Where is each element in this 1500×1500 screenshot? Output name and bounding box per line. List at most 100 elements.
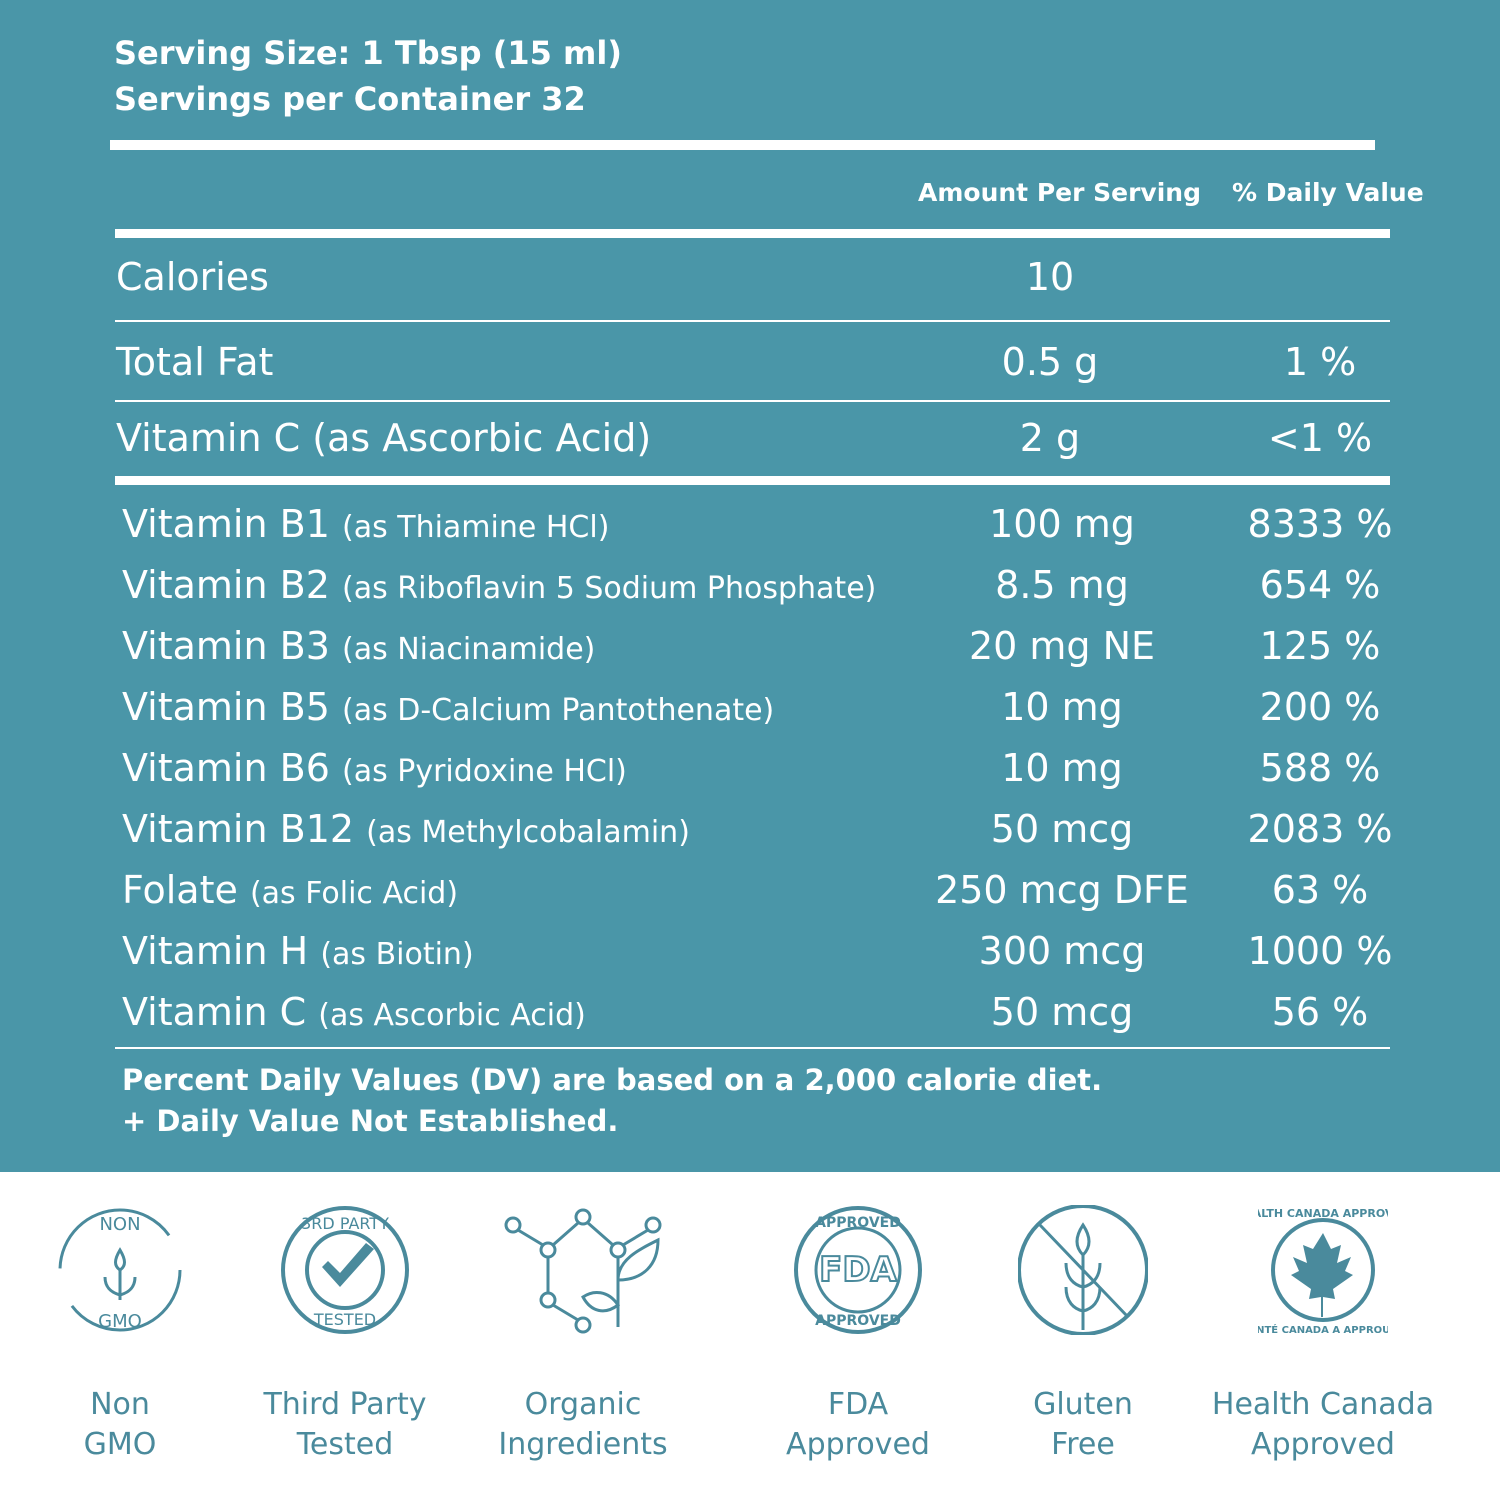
vitamin-source: (as Riboflavin 5 Sodium Phosphate) xyxy=(341,571,877,606)
serving-size: Serving Size: 1 Tbsp (15 ml) xyxy=(114,34,622,72)
svg-text:APPROVED: APPROVED xyxy=(815,1215,901,1231)
vitamin-row: Vitamin C (as Ascorbic Acid) 50 mcg 56 % xyxy=(0,990,1500,1050)
vitamin-dv: 200 % xyxy=(1259,685,1381,729)
vitamin-row: Vitamin B12 (as Methylcobalamin) 50 mcg … xyxy=(0,807,1500,867)
health-canada-icon: HEALTH CANADA APPROVED SANTÉ CANADA A APP… xyxy=(1258,1207,1388,1335)
vitamin-row: Vitamin B1 (as Thiamine HCl) 100 mg 8333… xyxy=(0,502,1500,562)
vitamin-amount: 50 mcg xyxy=(990,807,1134,851)
divider xyxy=(110,140,1375,150)
nutrition-panel xyxy=(0,0,1500,1172)
vitamin-row: Vitamin B6 (as Pyridoxine HCl) 10 mg 588… xyxy=(0,746,1500,806)
vitamin-dv: 63 % xyxy=(1271,868,1369,912)
vitamin-source: (as D-Calcium Pantothenate) xyxy=(341,693,775,728)
nutrient-row: Vitamin C (as Ascorbic Acid) 2 g <1 % xyxy=(0,416,1500,476)
badge-caption-line2: Approved xyxy=(1251,1427,1395,1462)
nutrient-row: Total Fat 0.5 g 1 % xyxy=(0,340,1500,400)
divider xyxy=(115,400,1390,402)
vitamin-amount: 300 mcg xyxy=(978,929,1146,973)
vitamin-name: Folate xyxy=(122,868,238,912)
vitamin-source: (as Methylcobalamin) xyxy=(366,815,690,850)
badge-caption-line2: Ingredients xyxy=(498,1427,668,1462)
svg-text:TESTED: TESTED xyxy=(313,1310,376,1329)
vitamin-amount: 8.5 mg xyxy=(995,563,1129,607)
nutrient-amount: 10 xyxy=(1025,255,1075,299)
vitamin-row: Folate (as Folic Acid) 250 mcg DFE 63 % xyxy=(0,868,1500,928)
badge-caption-line1: FDA xyxy=(827,1387,889,1422)
vitamin-dv: 2083 % xyxy=(1247,807,1393,851)
vitamin-source: (as Biotin) xyxy=(320,937,474,972)
vitamin-row: Vitamin H (as Biotin) 300 mcg 1000 % xyxy=(0,929,1500,989)
amount-header: Amount Per Serving xyxy=(918,178,1201,207)
fda-approved-icon: FDA APPROVED APPROVED xyxy=(794,1206,922,1334)
nutrient-name: Calories xyxy=(116,255,269,299)
svg-text:GMO: GMO xyxy=(98,1311,142,1332)
svg-text:3RD PARTY: 3RD PARTY xyxy=(301,1214,389,1233)
vitamin-row: Vitamin B5 (as D-Calcium Pantothenate) 1… xyxy=(0,685,1500,745)
dv-header: % Daily Value xyxy=(1232,178,1424,207)
nutrient-row: Calories 10 xyxy=(0,255,1500,315)
vitamin-source: (as Niacinamide) xyxy=(341,632,596,667)
svg-text:HEALTH CANADA APPROVED: HEALTH CANADA APPROVED xyxy=(1258,1207,1388,1220)
vitamin-source: (as Folic Acid) xyxy=(249,876,459,911)
vitamin-amount: 50 mcg xyxy=(990,990,1134,1034)
badge-caption-line1: Third Party xyxy=(263,1387,427,1422)
vitamin-dv: 588 % xyxy=(1259,746,1381,790)
vitamin-amount: 250 mcg DFE xyxy=(935,868,1189,912)
vitamin-dv: 125 % xyxy=(1259,624,1381,668)
servings-per-container: Servings per Container 32 xyxy=(114,80,586,118)
badge-caption-line1: Gluten xyxy=(1033,1387,1133,1422)
badge-caption-line2: Tested xyxy=(296,1427,394,1462)
nutrient-dv: <1 % xyxy=(1267,416,1373,460)
badge-caption-line2: Free xyxy=(1051,1427,1115,1462)
vitamin-source: (as Pyridoxine HCl) xyxy=(341,754,627,789)
vitamin-name: Vitamin B6 xyxy=(122,746,330,790)
vitamin-name: Vitamin C xyxy=(122,990,307,1034)
nutrient-amount: 2 g xyxy=(1019,416,1081,460)
nutrient-amount: 0.5 g xyxy=(1001,340,1099,384)
vitamin-name: Vitamin B12 xyxy=(122,807,355,851)
vitamin-amount: 100 mg xyxy=(989,502,1135,546)
nutrient-dv: 1 % xyxy=(1283,340,1357,384)
svg-text:SANTÉ CANADA A APPROUVÉ: SANTÉ CANADA A APPROUVÉ xyxy=(1258,1323,1388,1335)
divider xyxy=(115,229,1390,238)
nutrient-name: Vitamin C (as Ascorbic Acid) xyxy=(116,416,652,460)
badge-fda-approved: FDA APPROVED APPROVED FDA Approved xyxy=(738,1205,978,1465)
divider xyxy=(115,320,1390,322)
badge-caption-line2: Approved xyxy=(786,1427,930,1462)
vitamin-amount: 10 mg xyxy=(1001,685,1123,729)
organic-ingredients-icon xyxy=(504,1208,662,1334)
vitamin-dv: 654 % xyxy=(1259,563,1381,607)
non-gmo-icon: NON GMO xyxy=(58,1208,182,1332)
badge-non-gmo: NON GMO Non GMO xyxy=(0,1205,240,1465)
badge-gluten-free: Gluten Free xyxy=(963,1205,1203,1465)
vitamin-row: Vitamin B2 (as Riboflavin 5 Sodium Phosp… xyxy=(0,563,1500,623)
vitamin-name: Vitamin B2 xyxy=(122,563,330,607)
badge-organic-ingredients: Organic Ingredients xyxy=(463,1205,703,1465)
divider xyxy=(115,476,1390,485)
vitamin-amount: 10 mg xyxy=(1001,746,1123,790)
vitamin-name: Vitamin B3 xyxy=(122,624,330,668)
badge-caption-line1: Health Canada xyxy=(1211,1387,1435,1422)
badge-health-canada: HEALTH CANADA APPROVED SANTÉ CANADA A APP… xyxy=(1203,1205,1443,1465)
badge-caption-line1: Non xyxy=(90,1387,150,1422)
badge-third-party-tested: 3RD PARTY TESTED Third Party Tested xyxy=(225,1205,465,1465)
badge-caption-line1: Organic xyxy=(524,1387,642,1422)
vitamin-amount: 20 mg NE xyxy=(968,624,1156,668)
vitamin-name: Vitamin H xyxy=(122,929,309,973)
footnote-not-established: + Daily Value Not Established. xyxy=(122,1104,619,1138)
vitamin-dv: 56 % xyxy=(1271,990,1369,1034)
vitamin-row: Vitamin B3 (as Niacinamide) 20 mg NE 125… xyxy=(0,624,1500,684)
svg-text:APPROVED: APPROVED xyxy=(815,1313,901,1329)
vitamin-source: (as Ascorbic Acid) xyxy=(318,998,586,1033)
vitamin-name: Vitamin B5 xyxy=(122,685,330,729)
vitamin-source: (as Thiamine HCl) xyxy=(341,510,610,545)
third-party-tested-icon: 3RD PARTY TESTED xyxy=(281,1206,409,1334)
footnote-dv: Percent Daily Values (DV) are based on a… xyxy=(122,1063,1103,1097)
vitamin-dv: 1000 % xyxy=(1247,929,1393,973)
vitamin-dv: 8333 % xyxy=(1247,502,1393,546)
svg-text:NON: NON xyxy=(99,1214,140,1235)
divider xyxy=(115,1047,1390,1049)
svg-text:FDA: FDA xyxy=(819,1250,897,1290)
vitamin-name: Vitamin B1 xyxy=(122,502,330,546)
badge-caption-line2: GMO xyxy=(83,1427,157,1462)
